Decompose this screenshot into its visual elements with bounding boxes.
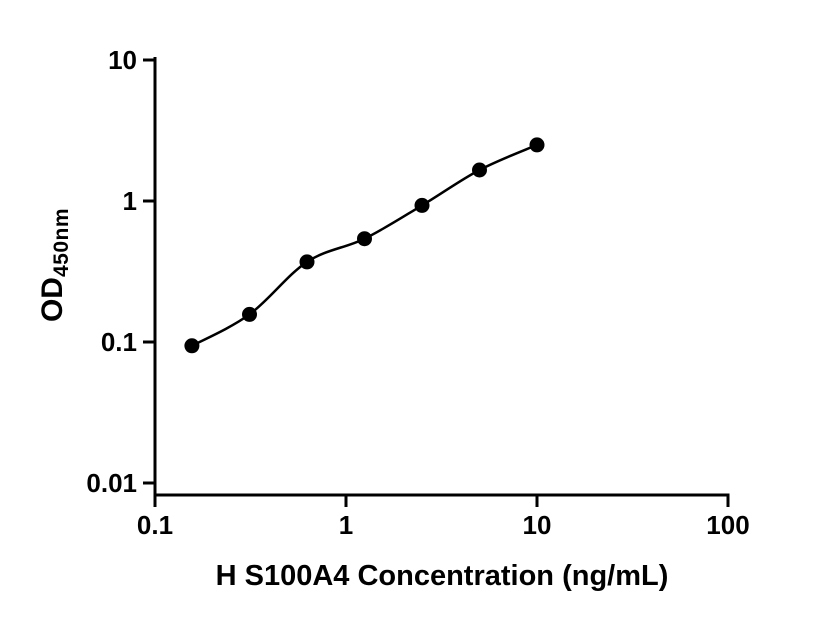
x-axis-title: H S100A4 Concentration (ng/mL) — [215, 560, 669, 592]
x-tick-label: 1 — [339, 510, 353, 540]
data-point — [242, 306, 257, 322]
data-point — [184, 338, 200, 354]
data-point — [529, 137, 545, 153]
x-tick-label: 0.1 — [137, 510, 173, 540]
y-axis-title: OD450nm — [36, 208, 74, 322]
y-tick-label: 1 — [123, 186, 137, 216]
x-tick-label: 10 — [523, 510, 552, 540]
data-point — [357, 231, 372, 247]
y-axis-title-main: OD — [36, 277, 69, 323]
data-point — [414, 197, 430, 213]
data-point — [472, 162, 487, 178]
y-tick-label: 0.01 — [86, 468, 137, 498]
x-tick-label: 100 — [706, 510, 749, 540]
y-tick-label: 0.1 — [101, 327, 137, 357]
data-point — [299, 254, 315, 270]
y-axis-title-subscript: 450nm — [50, 207, 73, 278]
y-tick-label: 10 — [108, 45, 137, 75]
